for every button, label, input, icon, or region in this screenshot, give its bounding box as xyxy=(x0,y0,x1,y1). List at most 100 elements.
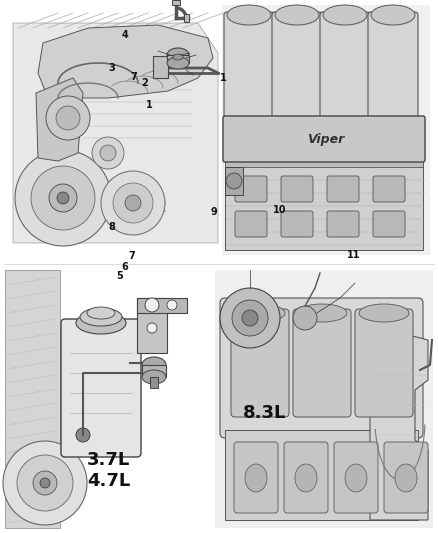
FancyBboxPatch shape xyxy=(373,211,405,237)
Text: 7: 7 xyxy=(128,251,135,261)
Circle shape xyxy=(226,173,242,189)
Ellipse shape xyxy=(235,304,285,322)
Polygon shape xyxy=(13,23,218,243)
Circle shape xyxy=(145,298,159,312)
Text: 3: 3 xyxy=(108,63,115,72)
Circle shape xyxy=(113,183,153,223)
Ellipse shape xyxy=(173,54,183,60)
FancyBboxPatch shape xyxy=(281,176,313,202)
Bar xyxy=(5,270,60,528)
Ellipse shape xyxy=(245,464,267,492)
Ellipse shape xyxy=(142,357,166,373)
Bar xyxy=(225,430,418,520)
Bar xyxy=(215,270,433,528)
FancyBboxPatch shape xyxy=(327,211,359,237)
Circle shape xyxy=(101,171,165,235)
Circle shape xyxy=(17,455,73,511)
Bar xyxy=(222,5,430,255)
FancyBboxPatch shape xyxy=(320,12,370,128)
Text: 2: 2 xyxy=(141,78,148,87)
Circle shape xyxy=(31,166,95,230)
Circle shape xyxy=(56,106,80,130)
Ellipse shape xyxy=(87,307,115,319)
Circle shape xyxy=(147,323,157,333)
Bar xyxy=(172,0,180,5)
Bar xyxy=(225,167,243,195)
Ellipse shape xyxy=(295,464,317,492)
Bar xyxy=(150,377,158,388)
Circle shape xyxy=(242,310,258,326)
FancyBboxPatch shape xyxy=(373,176,405,202)
Circle shape xyxy=(76,428,90,442)
Bar xyxy=(142,365,166,377)
Ellipse shape xyxy=(167,57,189,69)
FancyBboxPatch shape xyxy=(368,12,418,128)
Circle shape xyxy=(167,300,177,310)
FancyBboxPatch shape xyxy=(235,176,267,202)
Text: 4: 4 xyxy=(122,30,129,40)
Text: 1: 1 xyxy=(145,100,152,110)
FancyBboxPatch shape xyxy=(231,309,289,417)
FancyBboxPatch shape xyxy=(293,309,351,417)
Circle shape xyxy=(57,192,69,204)
Text: 4.7L: 4.7L xyxy=(87,472,130,490)
Ellipse shape xyxy=(275,5,319,25)
Circle shape xyxy=(33,471,57,495)
Polygon shape xyxy=(370,325,428,520)
Bar xyxy=(167,55,189,63)
Text: 6: 6 xyxy=(121,262,128,271)
FancyBboxPatch shape xyxy=(224,12,274,128)
Circle shape xyxy=(125,195,141,211)
FancyBboxPatch shape xyxy=(334,442,378,513)
Circle shape xyxy=(293,306,317,330)
Bar xyxy=(225,157,423,167)
Ellipse shape xyxy=(227,5,271,25)
Text: Viper: Viper xyxy=(307,133,345,146)
Ellipse shape xyxy=(345,464,367,492)
Ellipse shape xyxy=(297,304,347,322)
Polygon shape xyxy=(38,25,213,98)
Text: 9: 9 xyxy=(210,207,217,216)
Bar xyxy=(153,56,168,78)
FancyBboxPatch shape xyxy=(272,12,322,128)
FancyBboxPatch shape xyxy=(220,298,423,438)
Circle shape xyxy=(49,184,77,212)
FancyBboxPatch shape xyxy=(327,176,359,202)
Text: 5: 5 xyxy=(116,271,123,281)
Ellipse shape xyxy=(76,312,126,334)
Circle shape xyxy=(232,300,268,336)
Text: 8.3L: 8.3L xyxy=(243,404,287,422)
Ellipse shape xyxy=(359,304,409,322)
Ellipse shape xyxy=(80,308,122,326)
Circle shape xyxy=(40,478,50,488)
Circle shape xyxy=(92,137,124,169)
Polygon shape xyxy=(36,78,83,161)
Circle shape xyxy=(100,145,116,161)
FancyBboxPatch shape xyxy=(223,116,425,162)
Ellipse shape xyxy=(371,5,415,25)
FancyBboxPatch shape xyxy=(281,211,313,237)
Bar xyxy=(225,160,423,250)
FancyBboxPatch shape xyxy=(61,319,141,457)
Text: 1: 1 xyxy=(220,74,227,83)
Ellipse shape xyxy=(395,464,417,492)
Bar xyxy=(184,14,189,22)
Bar xyxy=(137,298,187,313)
FancyBboxPatch shape xyxy=(355,309,413,417)
FancyBboxPatch shape xyxy=(235,211,267,237)
FancyBboxPatch shape xyxy=(234,442,278,513)
Ellipse shape xyxy=(142,370,166,384)
Circle shape xyxy=(46,96,90,140)
Text: 10: 10 xyxy=(273,205,286,215)
Circle shape xyxy=(220,288,280,348)
Text: 3.7L: 3.7L xyxy=(87,451,130,469)
Circle shape xyxy=(15,150,111,246)
Ellipse shape xyxy=(167,48,189,62)
Text: 11: 11 xyxy=(347,250,360,260)
FancyBboxPatch shape xyxy=(384,442,428,513)
Circle shape xyxy=(3,441,87,525)
Text: 7: 7 xyxy=(130,72,137,82)
FancyBboxPatch shape xyxy=(284,442,328,513)
Ellipse shape xyxy=(323,5,367,25)
Text: 8: 8 xyxy=(108,222,115,231)
